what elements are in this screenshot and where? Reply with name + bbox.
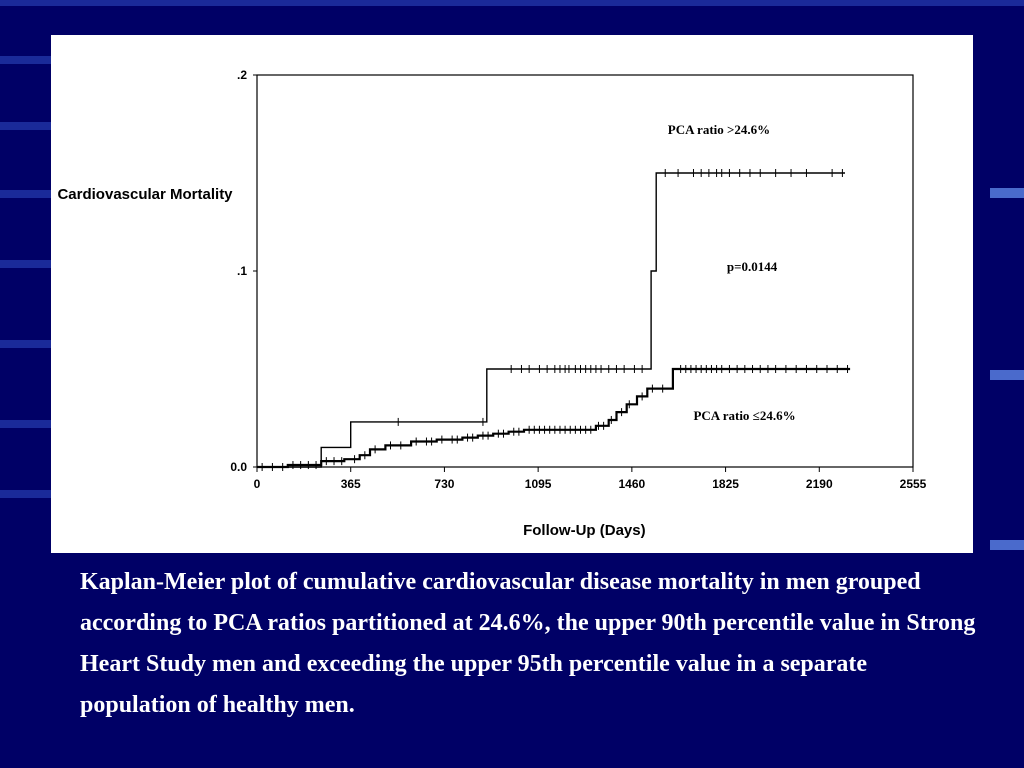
x-tick-label: 2190 [806,477,833,491]
x-tick-label: 730 [434,477,454,491]
background-stripe [990,188,1024,198]
annotation-label: p=0.0144 [727,259,778,274]
annotation-label: PCA ratio >24.6% [668,122,770,137]
x-tick-label: 365 [341,477,361,491]
figure-caption: Kaplan-Meier plot of cumulative cardiova… [80,569,976,718]
series-line [257,367,851,469]
chart-panel: Cardiovascular Mortality 0 365 730 1095 1460… [51,35,973,553]
x-tick-label: 2555 [900,477,927,491]
x-tick-label: 0 [254,477,261,491]
background-stripe [0,0,1024,6]
background-stripe [0,420,51,428]
background-stripe [0,490,51,498]
x-tick-label: 1460 [619,477,646,491]
background-stripe [990,540,1024,550]
x-tick-label: 1825 [712,477,739,491]
x-tick-label: 1095 [525,477,552,491]
y-tick-label: 0.0 [230,460,247,474]
y-axis-label: Cardiovascular Mortality [57,186,233,203]
background-stripe [0,190,51,198]
plot-frame [256,74,914,468]
background-stripe [0,260,51,268]
km-chart: 0 365 730 1095 1460 1825 2190 2555 0.0 .1 .2 Follow… [230,68,927,539]
y-tick-label: .1 [237,264,247,278]
background-stripe [0,340,51,348]
background-stripe [0,122,51,130]
background-stripe [0,56,51,64]
annotation-label: PCA ratio ≤24.6% [693,408,795,423]
series-line [257,172,845,468]
background-stripe [990,370,1024,380]
y-tick-label: .2 [237,68,247,82]
x-axis-label: Follow-Up (Days) [523,522,646,539]
